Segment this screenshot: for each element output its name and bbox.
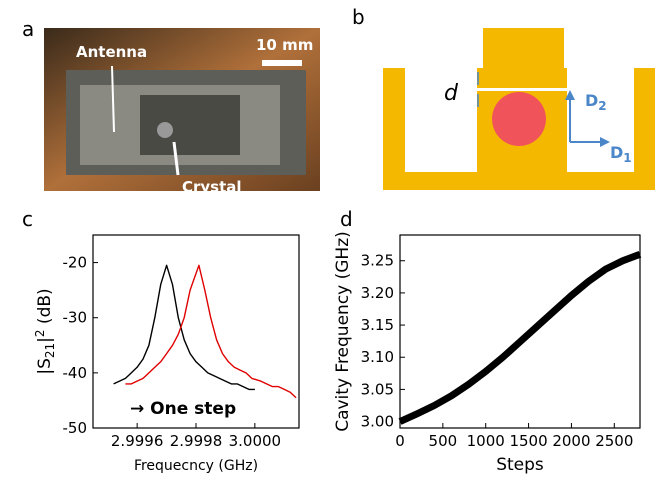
y-tick-label: -50: [63, 419, 88, 437]
y-axis-label: |S21|2 (dB): [33, 288, 57, 374]
y-axis-label-part: Cavity Frequency (GHz): [333, 231, 353, 432]
y-axis-label-part: 21: [43, 343, 57, 358]
panel-label: a: [22, 17, 34, 41]
plot-frame: [400, 235, 640, 428]
x-axis-label: Steps: [496, 455, 544, 475]
x-tick-label: 1500: [509, 432, 547, 450]
x-axis-label: Frequecncy (GHz): [134, 458, 258, 474]
figure: a b c d Antenna Crystal 10 mm d D2 D1 2.…: [0, 0, 657, 479]
y-tick-label: 3.20: [361, 284, 394, 302]
y-tick-label: 3.15: [361, 316, 394, 334]
data-line: [125, 265, 296, 397]
axis-label-base: D: [610, 143, 623, 162]
x-tick-label: 2000: [552, 432, 590, 450]
cavity-diagram: d D2 D1: [383, 28, 655, 190]
y-tick-label: -20: [63, 254, 88, 272]
photo-label: Antenna: [76, 43, 147, 61]
data-line: [114, 265, 255, 389]
y-tick-label: -40: [63, 364, 88, 382]
y-tick-label: 3.10: [361, 348, 394, 366]
y-tick-label: 3.25: [361, 252, 394, 270]
panel-label: c: [22, 207, 33, 231]
axis-label-base: D: [585, 91, 598, 110]
photo-label: Crystal: [182, 178, 242, 196]
axis-label-sub: 1: [623, 151, 631, 165]
axis-label-sub: 2: [598, 99, 606, 113]
panel-label: d: [340, 207, 353, 231]
x-tick-label: 0: [395, 432, 405, 450]
y-axis-label: Cavity Frequency (GHz): [333, 231, 353, 432]
y-axis-label-part: |S: [35, 358, 55, 375]
y-tick-label: -30: [63, 309, 88, 327]
x-tick-label: 2500: [595, 432, 633, 450]
x-tick-label: 1000: [467, 432, 505, 450]
x-tick-label: 500: [429, 432, 458, 450]
y-tick-label: 3.05: [361, 380, 394, 398]
panel-label: b: [352, 5, 365, 29]
y-tick-label: 3.00: [361, 413, 394, 431]
x-tick-label: 3.0000: [229, 432, 282, 450]
gap-label: d: [444, 81, 459, 106]
y-axis-label-part: 2: [33, 329, 47, 337]
annotation: → One step: [130, 399, 236, 419]
x-tick-label: 2.9998: [170, 432, 223, 450]
photo: Antenna Crystal 10 mm: [44, 28, 320, 196]
data-line: [400, 254, 640, 421]
x-tick-label: 2.9996: [111, 432, 164, 450]
y-axis-label-part: (dB): [35, 288, 55, 329]
scale-bar-label: 10 mm: [256, 36, 313, 54]
